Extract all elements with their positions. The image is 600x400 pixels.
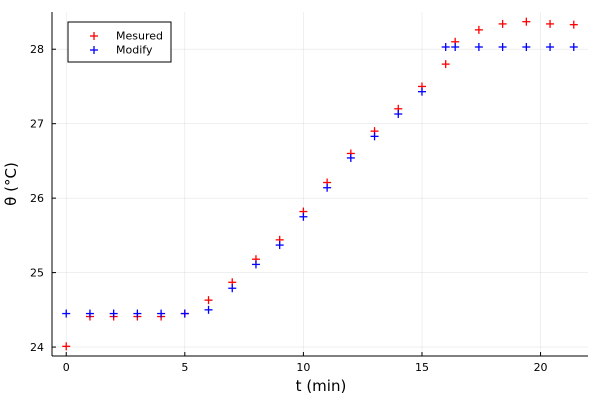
y-axis-label: θ (°C) [2, 162, 20, 206]
legend-label-mesured: Mesured [116, 30, 163, 43]
x-tick-label: 5 [181, 361, 188, 374]
point-mesured [62, 342, 71, 351]
legend-cross-modify [90, 46, 98, 54]
point-modify [474, 42, 483, 51]
point-modify [417, 87, 426, 96]
point-modify [546, 42, 555, 51]
point-modify [522, 42, 531, 51]
point-modify [251, 260, 260, 269]
x-tick-label: 0 [63, 361, 70, 374]
point-modify [441, 42, 450, 51]
y-tick-label: 27 [30, 118, 44, 131]
y-tick-label: 26 [30, 192, 44, 205]
legend-marker-modify [90, 46, 98, 54]
point-modify [204, 305, 213, 314]
point-modify [85, 309, 94, 318]
point-modify [346, 153, 355, 162]
x-tick-label: 10 [296, 361, 310, 374]
y-tick-label: 25 [30, 267, 44, 280]
point-modify [275, 241, 284, 250]
point-modify [157, 309, 166, 318]
x-tick-label: 15 [415, 361, 429, 374]
legend-label-modify: Modify [116, 44, 153, 57]
point-mesured [474, 25, 483, 34]
legend: Mesured Modify [67, 21, 172, 63]
point-modify [323, 183, 332, 192]
point-mesured [522, 17, 531, 26]
point-modify [394, 110, 403, 119]
point-modify [62, 309, 71, 318]
y-tick-label: 24 [30, 341, 44, 354]
point-mesured [498, 19, 507, 28]
point-modify [133, 309, 142, 318]
point-modify [228, 284, 237, 293]
grid-lines [52, 12, 588, 356]
point-mesured [441, 60, 450, 69]
point-modify [451, 42, 460, 51]
point-modify [299, 212, 308, 221]
point-mesured [546, 19, 555, 28]
axes [51, 12, 588, 357]
point-mesured [204, 296, 213, 305]
point-modify [569, 42, 578, 51]
point-modify [109, 309, 118, 318]
x-axis-label: t (min) [296, 377, 347, 395]
legend-marker-mesured [90, 32, 98, 40]
point-mesured [569, 20, 578, 29]
data-points [62, 17, 578, 351]
legend-box [67, 21, 172, 63]
point-modify [370, 132, 379, 141]
point-modify [180, 309, 189, 318]
legend-cross-mesured [90, 32, 98, 40]
tick-labels: 0 5 10 15 20 24 25 26 27 28 [30, 43, 548, 374]
point-modify [498, 42, 507, 51]
x-tick-label: 20 [534, 361, 548, 374]
y-tick-label: 28 [30, 43, 44, 56]
